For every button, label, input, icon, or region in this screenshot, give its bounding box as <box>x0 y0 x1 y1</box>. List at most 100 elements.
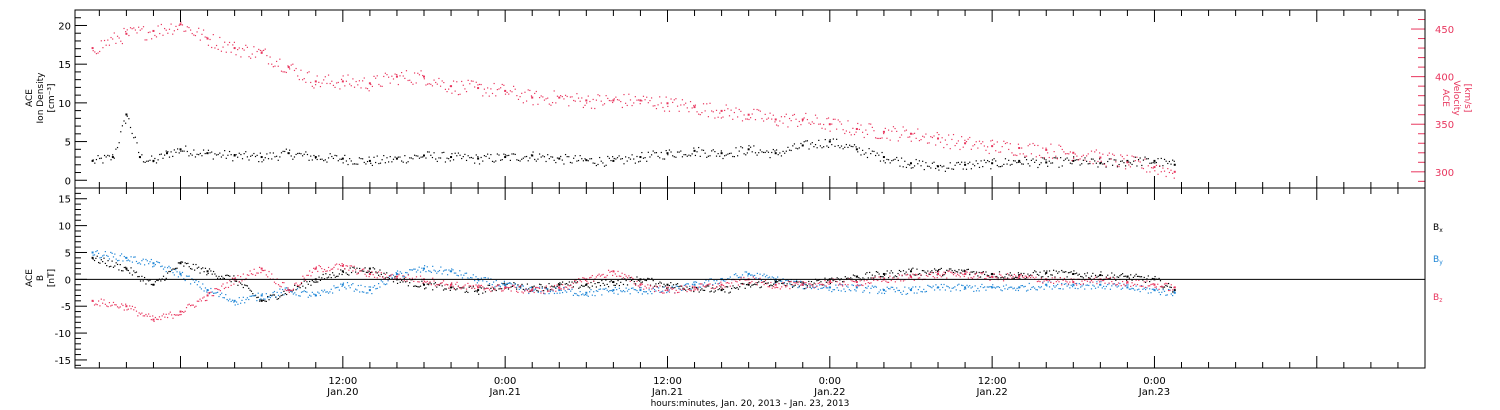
scatter-dot-left-189 <box>399 156 401 158</box>
scatter-dot-right-225 <box>457 94 460 96</box>
scatter-dot-Bz-778 <box>1144 286 1147 289</box>
scatter-dot-Bx-242 <box>419 285 422 287</box>
scatter-dot-Bz-701 <box>1040 277 1043 279</box>
scatter-dot-Bx-490 <box>755 283 757 286</box>
scatter-dot-By-192 <box>352 283 354 285</box>
scatter-dot-Bx-575 <box>870 277 872 279</box>
scatter-dot-right-524 <box>943 146 945 149</box>
data-point-Bz-34 <box>1018 275 1021 278</box>
scatter-dot-Bx-494 <box>760 286 763 288</box>
scatter-dot-Bz-103 <box>231 277 234 279</box>
scatter-dot-By-319 <box>524 289 526 291</box>
scatter-dot-Bz-242 <box>419 275 422 277</box>
scatter-dot-By-710 <box>1053 285 1055 287</box>
scatter-dot-By-773 <box>1138 288 1140 290</box>
scatter-dot-Bz-422 <box>663 292 665 294</box>
scatter-dot-By-168 <box>319 294 322 297</box>
scatter-dot-right-644 <box>1137 160 1140 162</box>
scatter-dot-right-640 <box>1131 155 1133 157</box>
scatter-dot-left-406 <box>751 151 753 153</box>
scatter-dot-By-534 <box>814 286 817 288</box>
scatter-dot-left-256 <box>508 154 510 157</box>
data-point-Bz-14 <box>477 286 480 289</box>
scatter-dot-right-54 <box>180 21 182 23</box>
scatter-dot-Bx-55 <box>166 272 169 274</box>
field-tick-label-4: 5 <box>65 248 71 259</box>
scatter-dot-right-375 <box>701 111 703 114</box>
scatter-dot-right-13 <box>113 32 115 34</box>
scatter-dot-By-318 <box>522 285 524 287</box>
scatter-dot-Bx-322 <box>528 288 530 290</box>
scatter-dot-Bx-695 <box>1032 271 1034 274</box>
scatter-dot-right-420 <box>774 121 776 123</box>
scatter-dot-Bz-150 <box>295 282 297 284</box>
scatter-dot-Bx-626 <box>939 268 941 271</box>
scatter-dot-Bz-508 <box>779 288 781 290</box>
scatter-dot-left-278 <box>543 156 546 158</box>
scatter-dot-right-142 <box>323 79 325 81</box>
scatter-dot-right-598 <box>1063 151 1065 153</box>
scatter-dot-right-541 <box>970 148 972 150</box>
scatter-dot-By-615 <box>924 291 926 293</box>
scatter-dot-Bx-456 <box>709 291 711 293</box>
scatter-dot-Bx-65 <box>180 261 182 263</box>
scatter-dot-left-455 <box>831 143 833 146</box>
scatter-dot-Bx-34 <box>138 275 140 278</box>
scatter-dot-left-435 <box>798 147 800 149</box>
scatter-dot-left-55 <box>181 150 184 152</box>
scatter-dot-right-143 <box>324 76 326 78</box>
scatter-dot-Bz-546 <box>831 281 833 284</box>
data-point-By-9 <box>341 283 344 286</box>
scatter-dot-Bz-364 <box>584 279 587 282</box>
scatter-dot-right-187 <box>396 73 398 76</box>
scatter-dot-left-515 <box>928 165 930 168</box>
scatter-dot-Bz-593 <box>894 281 896 283</box>
scatter-dot-Bz-166 <box>317 270 319 273</box>
data-point-Bx-21 <box>666 283 669 286</box>
scatter-dot-By-431 <box>675 285 677 287</box>
scatter-dot-Bz-689 <box>1024 275 1026 277</box>
scatter-dot-left-410 <box>758 152 760 154</box>
scatter-dot-right-393 <box>730 109 732 111</box>
scatter-dot-Bx-386 <box>614 284 616 286</box>
scatter-dot-right-557 <box>996 141 998 143</box>
scatter-dot-Bx-76 <box>195 263 197 266</box>
scatter-dot-Bz-7 <box>102 302 104 304</box>
scatter-dot-Bz-246 <box>425 281 427 283</box>
scatter-dot-Bx-579 <box>875 271 878 273</box>
scatter-dot-right-242 <box>485 92 487 94</box>
scatter-dot-Bz-308 <box>509 286 511 289</box>
scatter-dot-Bz-622 <box>933 277 936 279</box>
scatter-dot-left-444 <box>813 146 815 148</box>
scatter-dot-Bx-759 <box>1119 275 1121 277</box>
scatter-dot-left-215 <box>441 152 443 154</box>
scatter-dot-left-216 <box>443 151 445 154</box>
scatter-dot-Bx-459 <box>713 291 715 293</box>
scatter-dot-By-549 <box>835 284 837 286</box>
scatter-dot-Bz-412 <box>649 285 652 287</box>
data-point-Bx-18 <box>585 283 588 286</box>
scatter-dot-right-217 <box>444 88 447 90</box>
scatter-dot-left-665 <box>1172 159 1174 161</box>
scatter-dot-left-494 <box>894 158 896 160</box>
scatter-dot-Bz-424 <box>666 286 668 288</box>
scatter-dot-left-91 <box>240 153 242 156</box>
scatter-dot-left-423 <box>779 152 781 154</box>
scatter-dot-Bz-310 <box>511 284 514 286</box>
scatter-dot-Bz-673 <box>1002 280 1005 282</box>
scatter-dot-By-476 <box>736 275 738 277</box>
scatter-dot-By-741 <box>1094 287 1097 289</box>
scatter-dot-Bx-63 <box>177 262 180 264</box>
scatter-dot-Bx-167 <box>318 276 320 278</box>
scatter-dot-Bz-4 <box>97 300 100 302</box>
scatter-dot-left-11 <box>110 159 112 161</box>
scatter-dot-Bx-523 <box>800 281 802 283</box>
scatter-dot-Bx-543 <box>827 280 829 282</box>
scatter-dot-Bz-567 <box>859 280 861 282</box>
scatter-dot-Bz-88 <box>211 295 213 297</box>
scatter-dot-By-267 <box>453 272 455 274</box>
scatter-dot-Bx-355 <box>572 286 574 288</box>
scatter-dot-right-123 <box>292 63 294 65</box>
scatter-dot-right-12 <box>112 38 114 40</box>
scatter-dot-right-505 <box>912 133 914 135</box>
